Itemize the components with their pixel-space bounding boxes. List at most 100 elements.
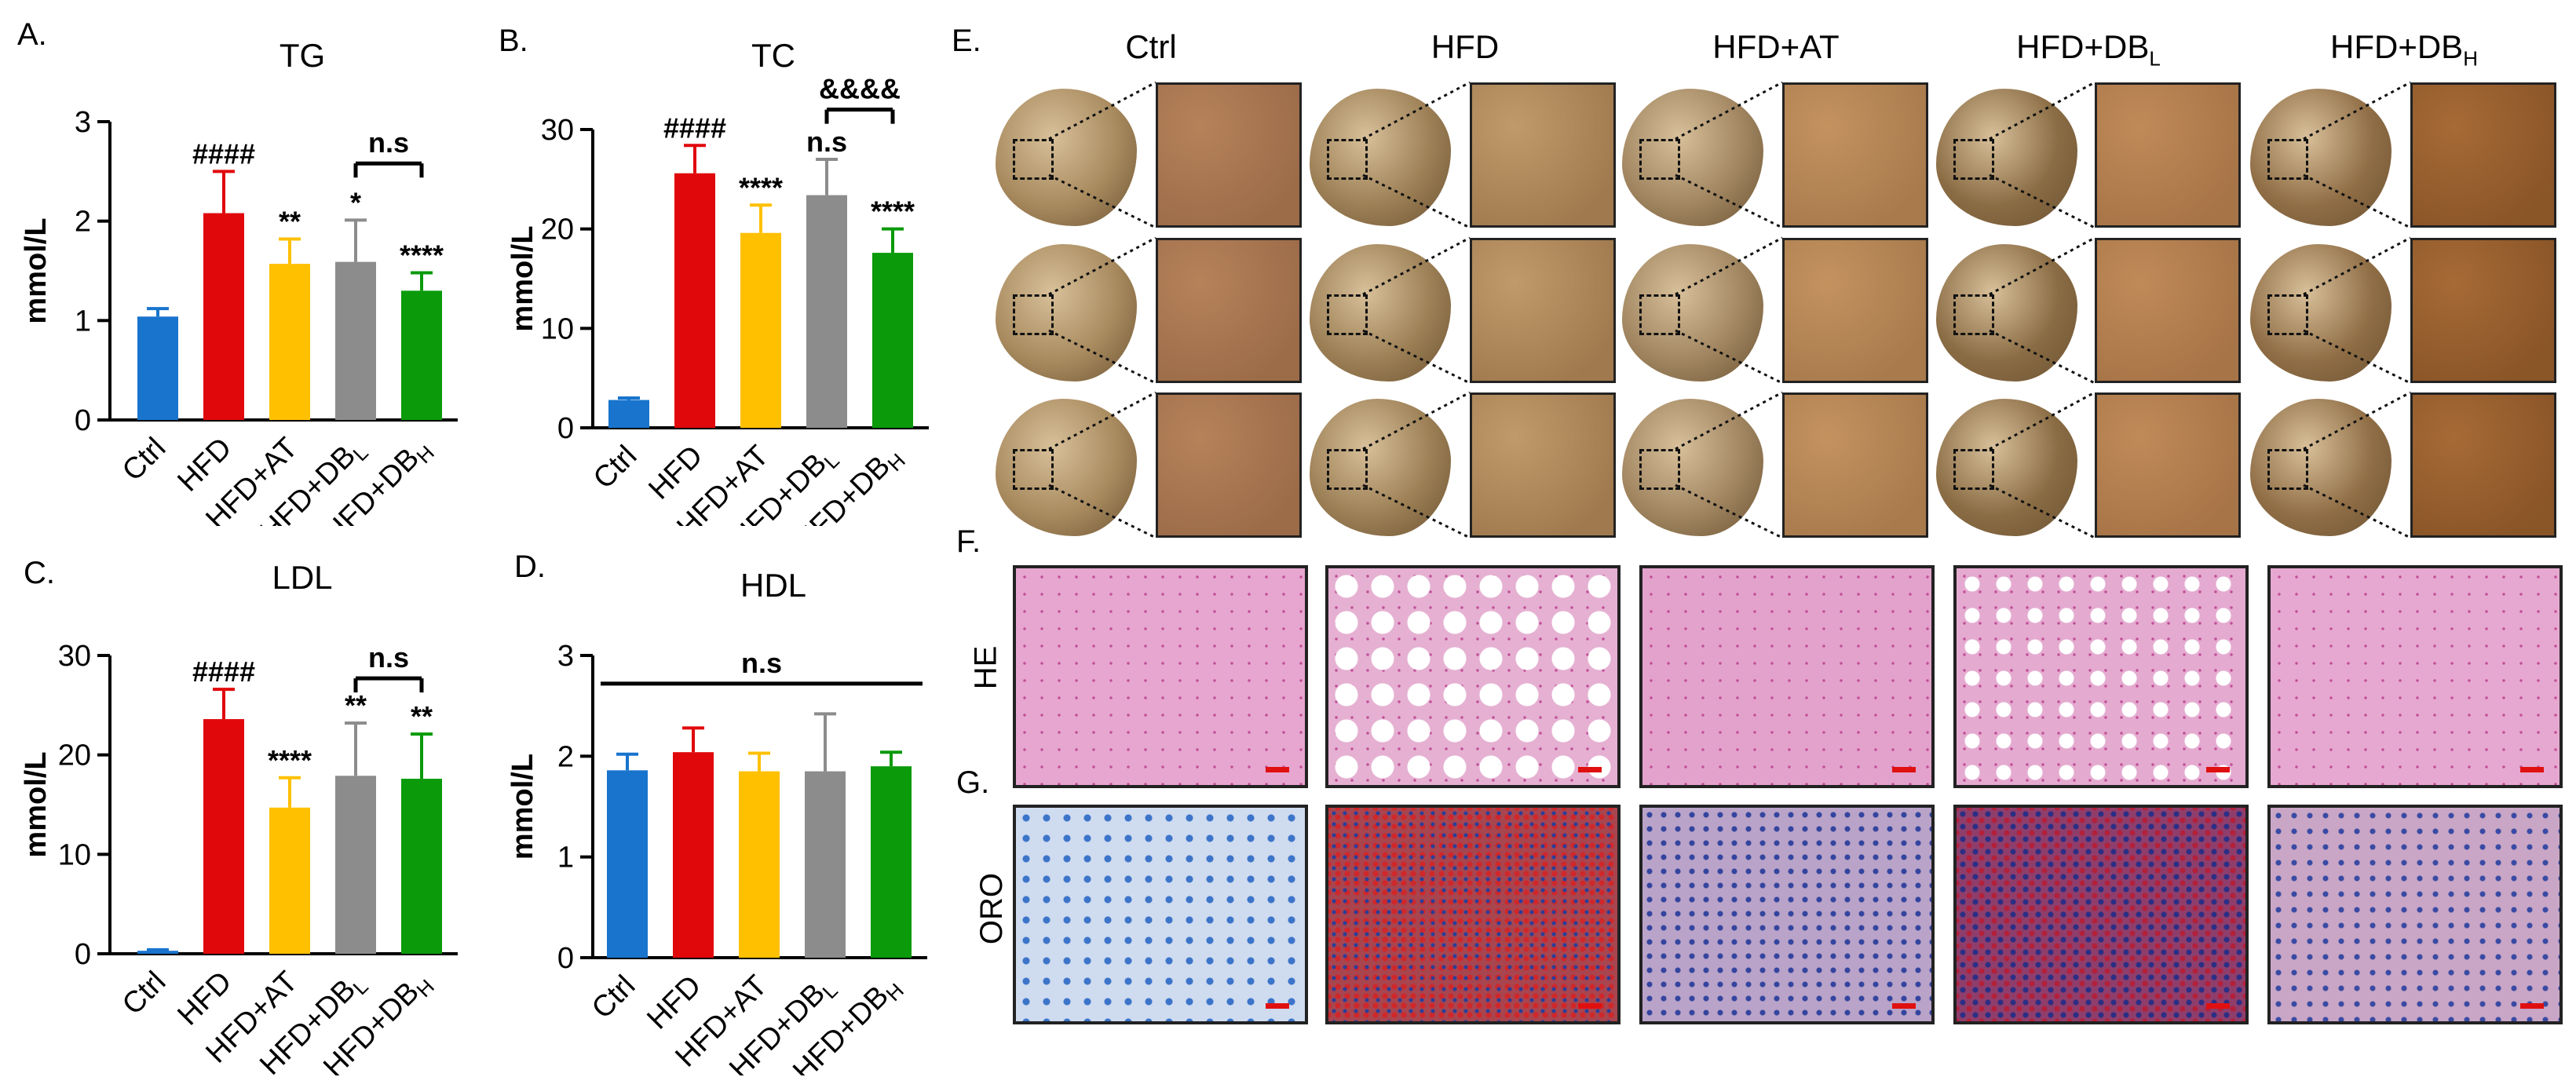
chart-title: TC: [751, 37, 795, 74]
zoom-photo: [1782, 238, 1928, 383]
scale-bar: [2206, 1003, 2230, 1009]
column-title: HFD+DBL: [2016, 28, 2161, 71]
chart-title: HDL: [740, 567, 806, 604]
y-tick-label: 0: [75, 404, 91, 437]
panel-label-a: A.: [17, 17, 47, 52]
significance-mark: **: [345, 689, 367, 721]
chart-tc: TCmmol/L0102030Ctrl####HFD****HFD+ATn.sH…: [506, 37, 929, 526]
oro-stain-image: [2267, 805, 2563, 1024]
significance-mark: ####: [192, 137, 255, 170]
x-tick-label: Ctrl: [586, 969, 641, 1025]
he-stain-image: [1639, 565, 1935, 788]
significance-mark: **: [279, 205, 301, 237]
bar-tg-1: [203, 213, 244, 420]
y-tick-label: 20: [58, 739, 91, 772]
scale-bar: [1266, 767, 1289, 772]
panel-label-b: B.: [499, 24, 528, 58]
zoom-photo: [1156, 238, 1302, 383]
zoom-box: [2267, 449, 2308, 490]
y-tick-label: 20: [541, 214, 574, 246]
y-tick-label: 3: [75, 106, 91, 139]
bar-hdl-4: [871, 766, 912, 958]
oro-stain-image: [1953, 805, 2249, 1024]
bar-tc-0: [608, 400, 649, 428]
zoom-photo: [1782, 82, 1928, 228]
significance-mark: ####: [192, 655, 255, 688]
he-stain-image: [2267, 565, 2563, 788]
y-tick-label: 10: [541, 312, 574, 345]
y-tick-label: 3: [557, 640, 574, 673]
y-axis-label: mmol/L: [20, 217, 53, 323]
chart-tg: TGmmol/L0123Ctrl####HFD**HFD+AT*HFD+DBL*…: [20, 37, 458, 526]
bracket-label: &&&&: [819, 73, 901, 105]
y-tick-label: 2: [557, 740, 574, 773]
y-axis-label: mmol/L: [506, 225, 539, 331]
chart-title: LDL: [272, 559, 332, 596]
panel-label-e: E.: [952, 24, 981, 58]
zoom-box: [1953, 294, 1994, 335]
bar-ldl-4: [401, 779, 442, 954]
row-label-he: HE: [968, 645, 1003, 690]
zoom-photo: [1470, 82, 1616, 228]
x-tick-label: Ctrl: [116, 966, 172, 1021]
y-tick-label: 1: [557, 842, 574, 874]
zoom-photo: [2410, 238, 2556, 383]
zoom-box: [1953, 449, 1994, 490]
chart-title: TG: [280, 37, 325, 74]
column-title: Ctrl: [1125, 28, 1177, 65]
scale-bar: [2206, 767, 2230, 772]
zoom-photo: [1156, 82, 1302, 228]
zoom-box: [1327, 294, 1368, 335]
zoom-box: [1639, 449, 1680, 490]
scale-bar: [1266, 1003, 1289, 1009]
zoom-box: [2267, 294, 2308, 335]
y-axis-label: mmol/L: [20, 751, 53, 857]
zoom-photo: [2410, 82, 2556, 228]
zoom-photo: [2095, 392, 2241, 538]
y-tick-label: 0: [557, 412, 574, 445]
zoom-box: [1327, 139, 1368, 180]
zoom-box: [2267, 139, 2308, 180]
bar-tc-1: [674, 173, 715, 428]
significance-mark: ****: [400, 239, 444, 272]
zoom-photo: [1470, 392, 1616, 538]
x-tick-label: Ctrl: [587, 440, 643, 495]
y-tick-label: 0: [75, 938, 91, 971]
bar-hdl-0: [607, 770, 648, 958]
bracket-label: n.s: [368, 641, 409, 674]
scale-bar: [1578, 1003, 1602, 1009]
panel-label-c: C.: [24, 556, 55, 590]
zoom-photo: [2095, 82, 2241, 228]
bar-tg-3: [335, 261, 376, 420]
scale-bar: [2520, 767, 2544, 772]
panel-label-g: G.: [956, 765, 990, 800]
zoom-photo: [2095, 238, 2241, 383]
bar-tg-2: [269, 264, 310, 420]
significance-mark: ****: [268, 744, 312, 776]
column-title: HFD+AT: [1712, 28, 1840, 65]
x-tick-label: Ctrl: [116, 432, 172, 487]
zoom-photo: [1470, 238, 1616, 383]
column-title: HFD: [1431, 28, 1500, 65]
zoom-photo: [1782, 392, 1928, 538]
significance-mark: **: [411, 700, 433, 732]
significance-mark: ####: [663, 111, 726, 144]
bar-hdl-3: [805, 771, 846, 958]
he-stain-image: [1325, 565, 1621, 788]
bar-tc-3: [806, 195, 847, 428]
y-tick-label: 0: [557, 942, 574, 975]
bar-tg-0: [137, 316, 178, 420]
significance-mark: n.s: [806, 126, 847, 158]
significance-mark: ****: [871, 195, 915, 228]
bar-tc-2: [740, 232, 781, 428]
zoom-box: [1639, 294, 1680, 335]
y-tick-label: 30: [58, 640, 91, 673]
zoom-box: [1013, 139, 1054, 180]
chart-ldl: LDLmmol/L0102030Ctrl####HFD****HFD+AT**H…: [20, 559, 458, 1075]
scale-bar: [1892, 1003, 1916, 1009]
zoom-box: [1327, 449, 1368, 490]
zoom-box: [1013, 294, 1054, 335]
bar-hdl-1: [673, 752, 714, 958]
scale-bar: [2520, 1003, 2544, 1009]
